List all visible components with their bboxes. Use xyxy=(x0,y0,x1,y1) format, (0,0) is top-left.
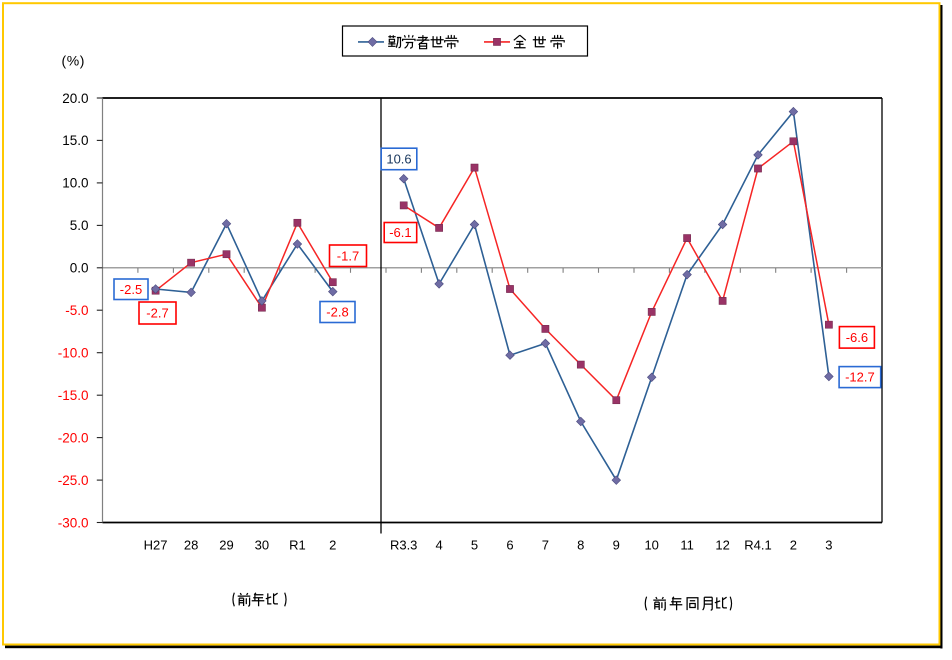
svg-text:10.0: 10.0 xyxy=(62,176,88,191)
svg-text:-1.7: -1.7 xyxy=(337,248,359,263)
svg-text:-5.0: -5.0 xyxy=(65,303,88,318)
svg-text:12: 12 xyxy=(715,538,729,553)
svg-text:-2.7: -2.7 xyxy=(146,306,168,321)
svg-text:-6.6: -6.6 xyxy=(846,330,868,345)
svg-text:2: 2 xyxy=(790,538,797,553)
svg-text:4: 4 xyxy=(435,538,442,553)
svg-text:-15.0: -15.0 xyxy=(58,388,89,403)
svg-text:20.0: 20.0 xyxy=(62,91,88,106)
svg-text:(%): (%) xyxy=(62,53,86,69)
svg-text:11: 11 xyxy=(680,538,694,553)
svg-text:-10.0: -10.0 xyxy=(58,346,89,361)
svg-text:R3.3: R3.3 xyxy=(390,538,417,553)
svg-text:-12.7: -12.7 xyxy=(845,370,875,385)
svg-text:7: 7 xyxy=(542,538,549,553)
svg-text:30: 30 xyxy=(255,538,269,553)
svg-text:9: 9 xyxy=(613,538,620,553)
svg-text:15.0: 15.0 xyxy=(62,133,88,148)
svg-text:10: 10 xyxy=(644,538,658,553)
svg-text:-25.0: -25.0 xyxy=(58,473,89,488)
svg-text:-2.5: -2.5 xyxy=(120,282,142,297)
svg-text:-20.0: -20.0 xyxy=(58,430,89,445)
svg-text:3: 3 xyxy=(825,538,832,553)
svg-text:H27: H27 xyxy=(144,538,168,553)
svg-text:R4.1: R4.1 xyxy=(744,538,771,553)
svg-text:10.6: 10.6 xyxy=(386,152,411,167)
svg-text:-2.8: -2.8 xyxy=(326,305,348,320)
svg-text:5.0: 5.0 xyxy=(70,218,89,233)
svg-text:0.0: 0.0 xyxy=(70,261,89,276)
svg-text:2: 2 xyxy=(329,538,336,553)
svg-text:8: 8 xyxy=(577,538,584,553)
svg-text:6: 6 xyxy=(506,538,513,553)
svg-text:-6.1: -6.1 xyxy=(389,225,411,240)
svg-text:R1: R1 xyxy=(289,538,306,553)
svg-text:-30.0: -30.0 xyxy=(58,515,89,530)
svg-text:5: 5 xyxy=(471,538,478,553)
svg-text:28: 28 xyxy=(184,538,198,553)
svg-text:29: 29 xyxy=(219,538,233,553)
